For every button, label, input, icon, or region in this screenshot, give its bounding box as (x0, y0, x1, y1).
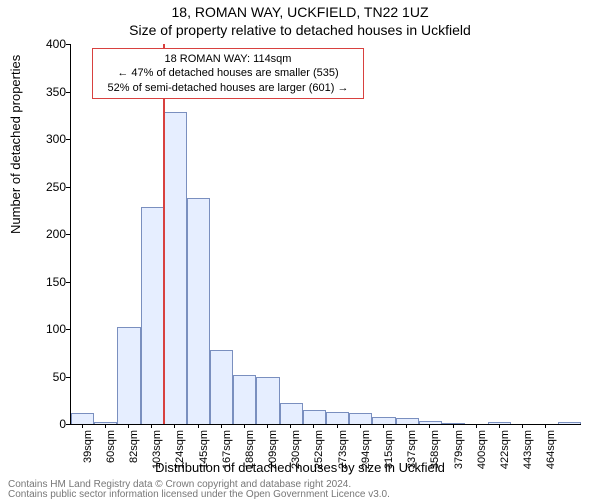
x-tick-mark (221, 424, 222, 428)
x-tick-label: 379sqm (453, 430, 465, 480)
x-tick-label: 315sqm (383, 430, 395, 480)
chart-container: { "title_main": "18, ROMAN WAY, UCKFIELD… (0, 0, 600, 500)
histogram-bar (558, 422, 581, 424)
y-tick-mark (66, 329, 70, 330)
y-tick-label: 0 (26, 417, 66, 431)
y-tick-label: 200 (26, 227, 66, 241)
y-axis-label: Number of detached properties (8, 55, 23, 234)
x-tick-label: 82sqm (128, 430, 140, 480)
reference-info-box: 18 ROMAN WAY: 114sqm ← 47% of detached h… (92, 48, 364, 99)
x-tick-mark (383, 424, 384, 428)
footer-attribution: Contains HM Land Registry data © Crown c… (8, 480, 390, 500)
histogram-bar (256, 377, 279, 425)
info-line-larger: 52% of semi-detached houses are larger (… (99, 81, 357, 95)
x-tick-mark (429, 424, 430, 428)
x-tick-mark (545, 424, 546, 428)
chart-title-description: Size of property relative to detached ho… (0, 22, 600, 38)
histogram-bar (349, 413, 372, 424)
x-tick-label: 400sqm (476, 430, 488, 480)
x-tick-label: 230sqm (290, 430, 302, 480)
y-tick-mark (66, 377, 70, 378)
x-tick-label: 188sqm (244, 430, 256, 480)
x-tick-label: 103sqm (151, 430, 163, 480)
x-tick-label: 39sqm (82, 430, 94, 480)
y-tick-mark (66, 92, 70, 93)
x-tick-label: 443sqm (522, 430, 534, 480)
histogram-bar (187, 198, 210, 424)
x-tick-label: 358sqm (429, 430, 441, 480)
histogram-bar (164, 112, 187, 424)
x-tick-mark (453, 424, 454, 428)
y-tick-label: 250 (26, 180, 66, 194)
info-line-smaller: ← 47% of detached houses are smaller (53… (99, 66, 357, 80)
x-tick-mark (105, 424, 106, 428)
info-line-property: 18 ROMAN WAY: 114sqm (99, 52, 357, 66)
x-tick-mark (244, 424, 245, 428)
x-tick-mark (499, 424, 500, 428)
reference-vline (163, 44, 165, 424)
x-tick-label: 60sqm (105, 430, 117, 480)
histogram-bar (210, 350, 233, 424)
x-tick-mark (360, 424, 361, 428)
x-tick-mark (267, 424, 268, 428)
y-tick-label: 50 (26, 370, 66, 384)
x-tick-label: 464sqm (545, 430, 557, 480)
y-tick-label: 350 (26, 85, 66, 99)
x-tick-label: 294sqm (360, 430, 372, 480)
y-tick-label: 300 (26, 132, 66, 146)
x-tick-mark (198, 424, 199, 428)
histogram-bar (71, 413, 94, 424)
y-tick-mark (66, 282, 70, 283)
x-tick-label: 252sqm (313, 430, 325, 480)
x-tick-mark (82, 424, 83, 428)
x-tick-mark (290, 424, 291, 428)
histogram-bar (233, 375, 256, 424)
histogram-bar (303, 410, 326, 424)
plot-area (70, 44, 581, 425)
x-tick-mark (128, 424, 129, 428)
x-tick-label: 273sqm (337, 430, 349, 480)
histogram-bar (117, 327, 140, 424)
x-tick-label: 145sqm (198, 430, 210, 480)
chart-title-address: 18, ROMAN WAY, UCKFIELD, TN22 1UZ (0, 4, 600, 20)
x-tick-mark (313, 424, 314, 428)
x-tick-mark (151, 424, 152, 428)
y-tick-label: 100 (26, 322, 66, 336)
x-tick-label: 124sqm (174, 430, 186, 480)
histogram-bar (280, 403, 303, 424)
y-tick-mark (66, 139, 70, 140)
x-tick-label: 422sqm (499, 430, 511, 480)
x-tick-mark (174, 424, 175, 428)
y-tick-mark (66, 44, 70, 45)
y-tick-label: 400 (26, 37, 66, 51)
x-tick-label: 337sqm (406, 430, 418, 480)
y-tick-mark (66, 187, 70, 188)
x-tick-label: 167sqm (221, 430, 233, 480)
x-tick-label: 209sqm (267, 430, 279, 480)
x-tick-mark (476, 424, 477, 428)
histogram-bar (141, 207, 164, 424)
y-tick-mark (66, 234, 70, 235)
x-tick-mark (406, 424, 407, 428)
y-tick-mark (66, 424, 70, 425)
histogram-bar (372, 417, 395, 424)
x-tick-mark (522, 424, 523, 428)
histogram-bar (326, 412, 349, 424)
y-tick-label: 150 (26, 275, 66, 289)
x-tick-mark (337, 424, 338, 428)
footer-line-2: Contains public sector information licen… (8, 489, 390, 500)
